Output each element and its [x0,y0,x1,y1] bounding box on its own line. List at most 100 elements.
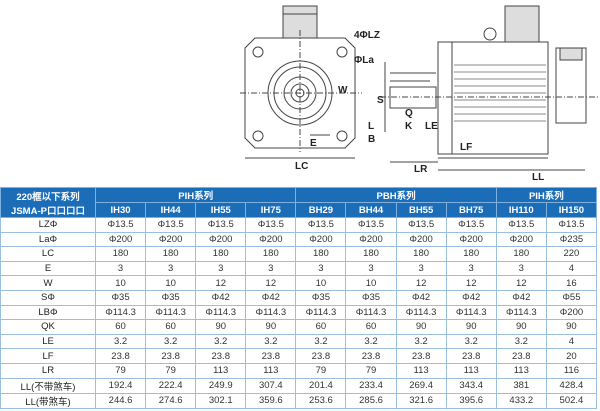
table-cell: Φ235 [545,231,598,248]
model-header: IH55 [195,202,247,218]
table-row: LZΦ Φ13.5 Φ13.5 Φ13.5 Φ13.5 Φ13.5 Φ13.5 Φ13.5 Φ1… [0,217,598,233]
table-cell: 395.6 [445,392,497,409]
table-cell: 60 [145,319,197,335]
label-k: K [405,121,413,132]
table-cell: Φ13.5 [94,217,147,233]
table-cell: 113 [395,362,447,379]
table-cell: Φ114.3 [445,304,497,321]
table-cell: 10 [345,275,397,291]
model-header: BH29 [295,202,347,218]
table-cell: 10 [295,275,347,291]
table-cell: 3 [395,260,447,277]
front-view [240,5,362,159]
table-cell: 3.2 [495,333,547,350]
table-cell: Φ13.5 [295,217,347,233]
table-cell: 192.4 [94,377,147,394]
table-cell: 3 [245,260,297,277]
table-cell: 3 [345,260,397,277]
table-cell: 12 [195,275,247,291]
label-lz: 4ΦLZ [354,30,380,41]
model-header: IH75 [245,202,297,218]
table-cell: Φ114.3 [495,304,547,321]
model-header: IH44 [145,202,197,218]
table-cell: 180 [395,246,447,262]
table-cell: 3 [94,260,147,277]
table-cell: 116 [545,362,598,379]
label-e: E [310,138,317,149]
table-cell: 180 [445,246,497,262]
row-label: LF [0,348,96,364]
table-cell: 113 [195,362,247,379]
table-cell: 12 [495,275,547,291]
table-cell: 222.4 [145,377,197,394]
table-cell: 220 [545,246,598,262]
table-cell: Φ13.5 [395,217,447,233]
model-header-row: IH30 IH44 IH55 IH75 BH29 BH44 BH55 BH75 IH110 IH1… [1,202,598,218]
table-row: W 10 10 12 12 10 10 12 12 12 16 [0,275,598,291]
table-cell: 90 [545,319,598,335]
table-cell: 180 [295,246,347,262]
table-cell: 4 [545,333,598,350]
table-cell: 3 [145,260,197,277]
table-cell: Φ200 [495,231,547,248]
table-cell: 307.4 [245,377,297,394]
table-cell: 3.2 [195,333,247,350]
table-cell: 60 [295,319,347,335]
row-label: LR [0,362,96,379]
table-cell: Φ42 [245,289,297,306]
group-header: PBH系列 [295,187,497,203]
row-label: LC [0,246,96,262]
table-cell: 3.2 [94,333,147,350]
table-cell: Φ114.3 [145,304,197,321]
series-corner-header: 220框以下系列 JSMA-P口口口口 [0,187,96,218]
label-ll: LL [532,172,544,183]
table-cell: Φ114.3 [195,304,247,321]
table-cell: 23.8 [245,348,297,364]
side-view [380,5,600,171]
motor-dimension-drawing: 4ΦLZ ΦLa W E LC S Q K L B LE LF LR LL [240,5,600,183]
table-cell: 90 [245,319,297,335]
table-cell: Φ13.5 [245,217,297,233]
table-row: LaΦ Φ200 Φ200 Φ200 Φ200 Φ200 Φ200 Φ200 Φ200 Φ200 Φ… [0,231,598,248]
table-cell: Φ200 [345,231,397,248]
table-cell: Φ42 [495,289,547,306]
table-cell: Φ200 [94,231,147,248]
row-label: E [0,260,96,277]
table-cell: 3.2 [145,333,197,350]
table-cell: 180 [195,246,247,262]
table-cell: 180 [245,246,297,262]
table-body: LZΦ Φ13.5 Φ13.5 Φ13.5 Φ13.5 Φ13.5 Φ13.5 Φ13.5 Φ1… [0,217,598,409]
table-cell: 3 [495,260,547,277]
table-cell: 428.4 [545,377,598,394]
label-lc: LC [295,161,308,172]
table-cell: Φ35 [145,289,197,306]
model-header: IH150 [545,202,598,218]
group-header: PIH系列 [94,187,297,203]
table-cell: Φ13.5 [495,217,547,233]
table-row: LR 79 79 113 113 79 79 113 113 113 116 [0,362,598,379]
table-row: LBΦ Φ114.3 Φ114.3 Φ114.3 Φ114.3 Φ114.3 Φ114.3 Φ… [0,304,598,321]
model-header: BH55 [395,202,447,218]
model-header: BH44 [345,202,397,218]
table-cell: Φ200 [545,304,598,321]
table-cell: 16 [545,275,598,291]
table-cell: Φ200 [445,231,497,248]
table-cell: 23.8 [345,348,397,364]
label-w: W [338,85,348,96]
model-header: IH30 [94,202,147,218]
table-cell: 201.4 [295,377,347,394]
table-cell: 3.2 [445,333,497,350]
table-cell: 180 [495,246,547,262]
row-label: LBΦ [0,304,96,321]
table-cell: 253.6 [295,392,347,409]
row-label: W [0,275,96,291]
table-cell: 244.6 [94,392,147,409]
table-cell: Φ114.3 [295,304,347,321]
table-cell: 180 [345,246,397,262]
table-cell: 233.4 [345,377,397,394]
table-cell: Φ13.5 [545,217,598,233]
table-cell: 60 [94,319,147,335]
table-cell: 23.8 [445,348,497,364]
table-row: SΦ Φ35 Φ35 Φ42 Φ42 Φ35 Φ35 Φ42 Φ42 Φ42 Φ55 [0,289,598,306]
table-cell: 12 [395,275,447,291]
